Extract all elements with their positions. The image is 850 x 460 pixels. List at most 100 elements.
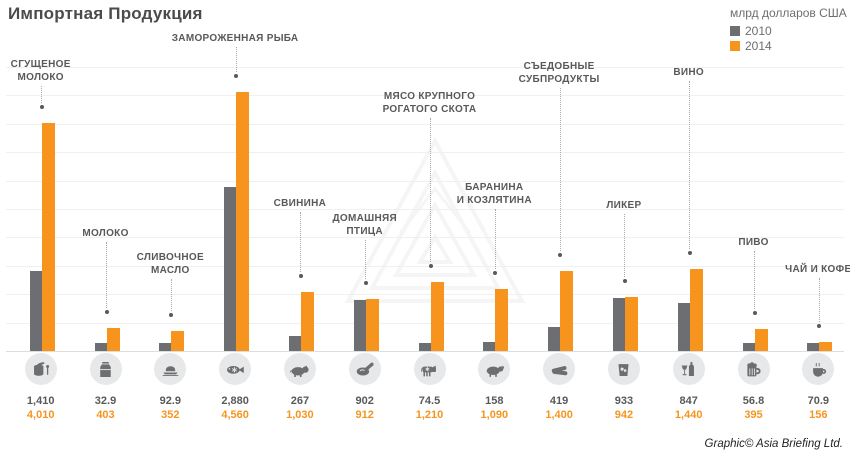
- frozen-fish-icon: [219, 353, 252, 385]
- leader-line: [559, 88, 561, 252]
- bar-2010: [612, 298, 625, 351]
- leader-dot: [104, 310, 109, 315]
- bar-2010: [742, 343, 755, 351]
- category-label: СЛИВОЧНОЕ МАСЛО: [136, 252, 204, 276]
- leader-dot: [39, 105, 44, 110]
- poultry-icon: [348, 353, 381, 385]
- bar-2010: [29, 270, 42, 351]
- sheep-icon: [478, 353, 511, 385]
- legend: млрд долларов США 2010 2014: [730, 6, 847, 53]
- category-label: ЛИКЕР: [606, 200, 642, 211]
- legend-label-2014: 2014: [745, 38, 772, 53]
- gridline: [6, 237, 844, 239]
- leader-dot: [493, 271, 498, 276]
- value-2014: 1,440: [674, 409, 703, 421]
- value-2014: 912: [355, 409, 374, 421]
- beer-mug-icon: [737, 353, 770, 385]
- leader-dot: [234, 73, 239, 78]
- category-label: ПИВО: [738, 237, 769, 248]
- leader-dot: [817, 324, 822, 329]
- value-2010: 419: [549, 395, 569, 407]
- bar-2010: [224, 187, 237, 351]
- leader-line: [430, 118, 431, 263]
- value-2010: 902: [355, 395, 374, 407]
- bar-2014: [41, 123, 55, 351]
- bar-2014: [106, 328, 120, 351]
- offal-icon: [543, 353, 576, 385]
- value-2014: 1,090: [480, 409, 509, 421]
- gridline: [6, 294, 844, 296]
- value-2014: 1,210: [415, 409, 444, 421]
- value-2010: 847: [679, 395, 698, 407]
- value-2010: 70.9: [807, 395, 829, 407]
- value-2014: 403: [96, 409, 115, 421]
- credit-text: Graphic© Asia Briefing Ltd.: [704, 438, 843, 450]
- gridline: [6, 67, 844, 68]
- liquor-glass-icon: [607, 353, 640, 385]
- bar-2014: [689, 269, 703, 351]
- value-2010: 32.9: [94, 395, 117, 407]
- leader-line: [300, 212, 302, 273]
- bar-2014: [624, 297, 638, 351]
- butter-icon: [154, 353, 187, 385]
- legend-label-2010: 2010: [745, 23, 772, 38]
- category-label: БАРАНИНА И КОЗЛЯТИНА: [456, 182, 532, 206]
- value-2010: 2,880: [221, 395, 249, 407]
- leader-line: [41, 86, 43, 104]
- value-2014: 395: [744, 409, 763, 421]
- wine-icon: [672, 353, 705, 385]
- bar-2010: [418, 343, 431, 351]
- bar-2014: [236, 91, 250, 351]
- category-label: МОЛОКО: [82, 228, 129, 239]
- bar-2010: [677, 302, 690, 351]
- leader-dot: [687, 251, 692, 256]
- leader-dot: [558, 253, 563, 258]
- category-label: СЪЕДОБНЫЕ СУБПРОДУКТЫ: [518, 61, 600, 85]
- category-label: ЗАМОРОЖЕННАЯ РЫБА: [171, 33, 299, 44]
- leader-line: [365, 240, 367, 280]
- leader-dot: [428, 264, 433, 269]
- leader-line: [818, 278, 820, 323]
- gridline: [6, 209, 844, 210]
- gridline: [6, 265, 844, 267]
- bar-2014: [560, 271, 574, 351]
- legend-item-2010: 2010: [730, 23, 847, 38]
- value-2010: 267: [290, 395, 310, 407]
- bar-2014: [171, 331, 185, 351]
- legend-swatch-2010-icon: [730, 25, 740, 36]
- gridline: [6, 152, 844, 154]
- condensed-milk-icon: [24, 353, 57, 385]
- legend-unit-label: млрд долларов США: [730, 6, 847, 20]
- bar-2010: [353, 299, 366, 351]
- gridline: [6, 180, 844, 182]
- category-label: СВИНИНА: [273, 198, 327, 209]
- x-axis-line: [6, 351, 844, 352]
- bar-2010: [548, 327, 561, 351]
- bar-2010: [807, 343, 820, 351]
- leader-line: [235, 47, 237, 72]
- leader-dot: [298, 274, 303, 279]
- leader-line: [624, 214, 626, 278]
- value-2010: 74.5: [418, 395, 441, 407]
- chart-title: Импортная Продукция: [8, 4, 203, 23]
- bar-2014: [754, 328, 768, 351]
- value-2014: 1,030: [286, 409, 314, 421]
- bar-2014: [365, 299, 379, 351]
- leader-dot: [169, 313, 174, 317]
- value-2014: 4,560: [221, 409, 249, 421]
- beef-cow-icon: [413, 353, 446, 385]
- tea-coffee-icon: [802, 353, 835, 385]
- bar-2014: [495, 289, 509, 351]
- bar-2010: [288, 335, 301, 351]
- category-label: СГУЩЕНОЕ МОЛОКО: [10, 59, 71, 83]
- category-label: ЧАЙ И КОФЕ: [785, 264, 850, 275]
- category-label: МЯСО КРУПНОГО РОГАТОГО СКОТА: [382, 91, 477, 115]
- legend-item-2014: 2014: [730, 38, 847, 53]
- bar-2014: [819, 342, 833, 351]
- value-2010: 158: [485, 395, 504, 407]
- gridline: [6, 322, 844, 324]
- bar-2010: [94, 343, 107, 351]
- leader-line: [170, 279, 172, 311]
- value-2010: 1,410: [26, 395, 55, 407]
- gridline: [6, 95, 844, 97]
